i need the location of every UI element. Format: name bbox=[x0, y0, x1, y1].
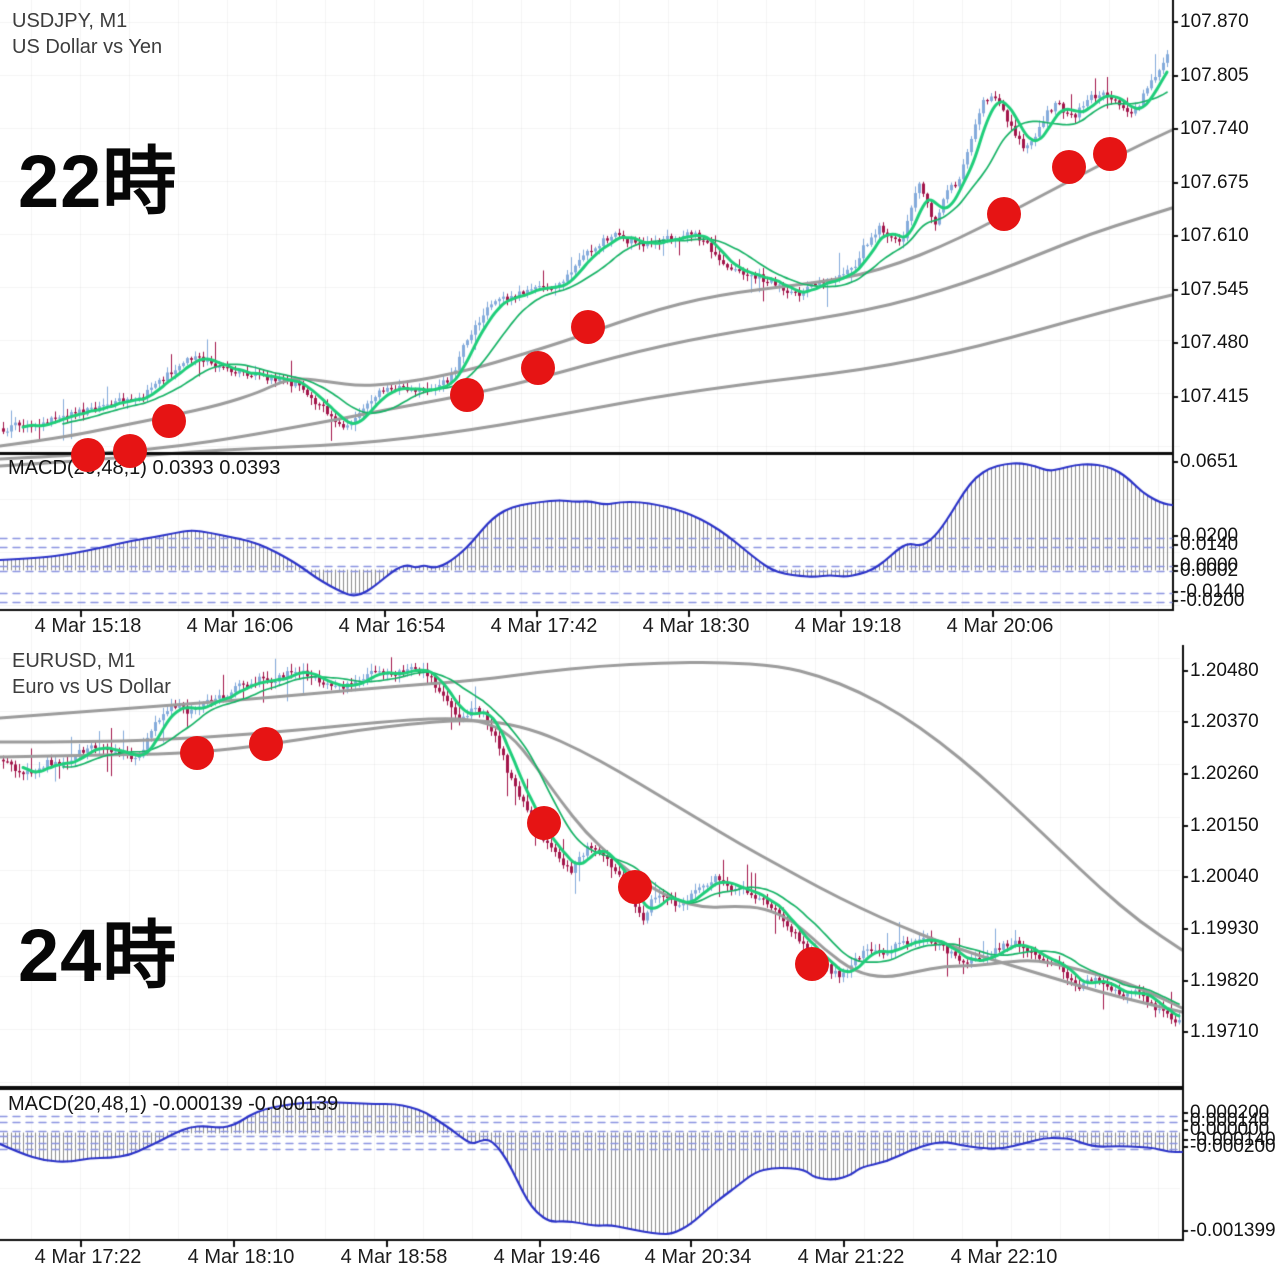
signal-dot bbox=[1052, 150, 1086, 184]
price-axis-label: 107.675 bbox=[1180, 172, 1249, 193]
price-axis-label: 1.20480 bbox=[1190, 660, 1259, 681]
macd-axis-label: 0.000140 bbox=[1190, 1110, 1270, 1131]
macd-axis-label: 0.0000 bbox=[1180, 555, 1239, 576]
macd-axis-label: -0.0140 bbox=[1180, 581, 1245, 602]
chart1-macd-indicator-label: MACD(20,48,1) 0.0393 0.0393 bbox=[8, 457, 281, 479]
price-axis-label: 107.805 bbox=[1180, 65, 1249, 86]
macd-axis-label: 0.0002 bbox=[1180, 560, 1239, 581]
price-axis-label: 1.19710 bbox=[1190, 1021, 1259, 1042]
chart2-symbol-title: EURUSD, M1 bbox=[12, 650, 136, 672]
price-axis-label: 107.740 bbox=[1180, 118, 1249, 139]
macd-axis-label: 0.0140 bbox=[1180, 534, 1239, 555]
chart2-symbol-description: Euro vs US Dollar bbox=[12, 676, 171, 698]
time-axis-label: 4 Mar 21:22 bbox=[797, 1246, 905, 1268]
price-axis-label: 107.870 bbox=[1180, 11, 1249, 32]
price-axis-label: 107.480 bbox=[1180, 332, 1249, 353]
time-axis-label: 4 Mar 16:06 bbox=[186, 615, 294, 637]
price-axis-label: 1.20370 bbox=[1190, 711, 1259, 732]
time-axis-label: 4 Mar 17:22 bbox=[34, 1246, 142, 1268]
time-axis-label: 4 Mar 18:10 bbox=[187, 1246, 295, 1268]
macd-axis-label: 0.000200 bbox=[1190, 1102, 1270, 1123]
signal-dot bbox=[450, 378, 484, 412]
chart1-symbol-description: US Dollar vs Yen bbox=[12, 36, 163, 58]
macd-axis-label: -0.0200 bbox=[1180, 590, 1245, 611]
macd-axis-label: -0.000200 bbox=[1190, 1136, 1276, 1157]
signal-dot bbox=[180, 736, 214, 770]
price-axis-label: 1.20040 bbox=[1190, 866, 1259, 887]
signal-dot bbox=[1093, 137, 1127, 171]
time-axis-label: 4 Mar 20:34 bbox=[644, 1246, 752, 1268]
signal-dot bbox=[571, 310, 605, 344]
price-axis-label: 1.20260 bbox=[1190, 763, 1259, 784]
signal-dot bbox=[521, 351, 555, 385]
price-axis-label: 107.545 bbox=[1180, 279, 1249, 300]
chart2-time-annotation: 24時 bbox=[18, 914, 178, 997]
time-axis-label: 4 Mar 18:58 bbox=[340, 1246, 448, 1268]
time-axis-label: 4 Mar 17:42 bbox=[490, 615, 598, 637]
macd-axis-label: -0.000140 bbox=[1190, 1129, 1276, 1150]
macd-axis-label: 0.000000 bbox=[1190, 1119, 1270, 1140]
signal-dot bbox=[249, 727, 283, 761]
price-axis-label: 107.610 bbox=[1180, 225, 1249, 246]
price-axis-label: 1.19930 bbox=[1190, 918, 1259, 939]
signal-dot bbox=[113, 434, 147, 468]
time-axis-label: 4 Mar 20:06 bbox=[946, 615, 1054, 637]
time-axis-label: 4 Mar 16:54 bbox=[338, 615, 446, 637]
signal-dot bbox=[152, 404, 186, 438]
time-axis-label: 4 Mar 19:18 bbox=[794, 615, 902, 637]
signal-dot bbox=[795, 947, 829, 981]
macd-axis-label: 0.0651 bbox=[1180, 451, 1239, 472]
chart1-symbol-title: USDJPY, M1 bbox=[12, 10, 128, 32]
signal-dot bbox=[527, 806, 561, 840]
time-axis-label: 4 Mar 19:46 bbox=[493, 1246, 601, 1268]
price-axis-label: 107.415 bbox=[1180, 386, 1249, 407]
signal-dot bbox=[618, 870, 652, 904]
chart2-macd-indicator-label: MACD(20,48,1) -0.000139 -0.000139 bbox=[8, 1093, 339, 1115]
chart1-time-annotation: 22時 bbox=[18, 140, 178, 223]
signal-dot bbox=[71, 438, 105, 472]
price-axis-label: 1.20150 bbox=[1190, 815, 1259, 836]
signal-dot bbox=[987, 197, 1021, 231]
macd-axis-label: -0.001399 bbox=[1190, 1220, 1276, 1241]
time-axis-label: 4 Mar 18:30 bbox=[642, 615, 750, 637]
time-axis-label: 4 Mar 22:10 bbox=[950, 1246, 1058, 1268]
time-axis-label: 4 Mar 15:18 bbox=[34, 615, 142, 637]
price-axis-label: 1.19820 bbox=[1190, 970, 1259, 991]
macd-axis-label: 0.0200 bbox=[1180, 525, 1239, 546]
